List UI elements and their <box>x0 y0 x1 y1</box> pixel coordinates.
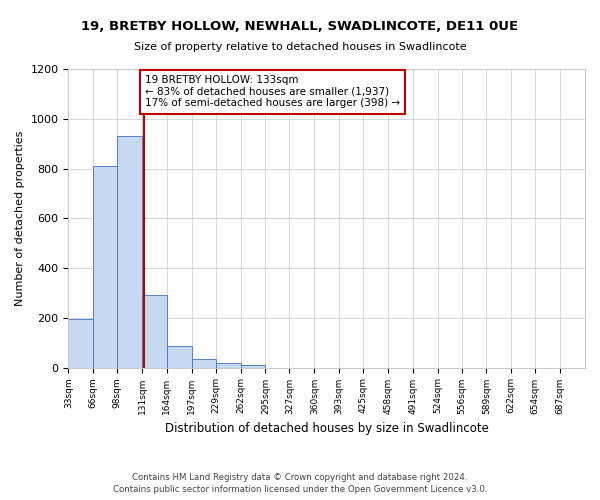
Text: Contains public sector information licensed under the Open Government Licence v3: Contains public sector information licen… <box>113 485 487 494</box>
Text: Size of property relative to detached houses in Swadlincote: Size of property relative to detached ho… <box>134 42 466 52</box>
Bar <box>216 364 241 368</box>
Bar <box>241 365 265 368</box>
X-axis label: Distribution of detached houses by size in Swadlincote: Distribution of detached houses by size … <box>165 422 488 435</box>
Bar <box>117 136 142 368</box>
Bar <box>192 358 216 368</box>
Bar <box>142 294 167 368</box>
Bar <box>167 346 192 368</box>
Text: Contains HM Land Registry data © Crown copyright and database right 2024.: Contains HM Land Registry data © Crown c… <box>132 472 468 482</box>
Text: 19 BRETBY HOLLOW: 133sqm
← 83% of detached houses are smaller (1,937)
17% of sem: 19 BRETBY HOLLOW: 133sqm ← 83% of detach… <box>145 75 400 108</box>
Bar <box>68 319 93 368</box>
Text: 19, BRETBY HOLLOW, NEWHALL, SWADLINCOTE, DE11 0UE: 19, BRETBY HOLLOW, NEWHALL, SWADLINCOTE,… <box>82 20 518 33</box>
Bar <box>93 166 117 368</box>
Y-axis label: Number of detached properties: Number of detached properties <box>15 130 25 306</box>
